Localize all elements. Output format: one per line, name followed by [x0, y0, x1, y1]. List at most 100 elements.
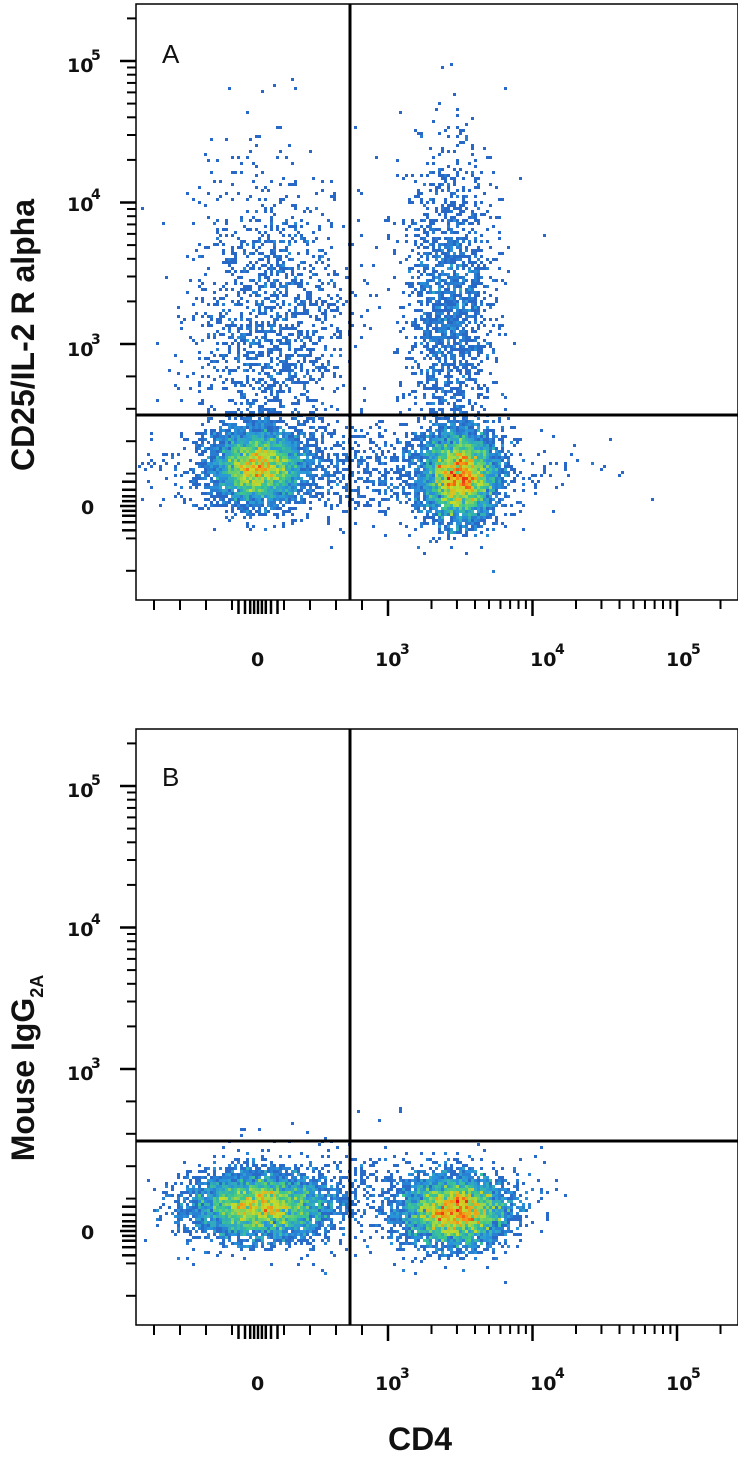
- density-cell: [426, 231, 429, 234]
- density-cell: [324, 504, 327, 507]
- density-cell: [381, 435, 384, 438]
- density-cell: [267, 351, 270, 354]
- density-cell: [354, 435, 357, 438]
- density-cell: [459, 474, 462, 477]
- density-cell: [441, 183, 444, 186]
- density-cell: [435, 240, 438, 243]
- density-cell: [180, 360, 183, 363]
- density-cell: [474, 204, 477, 207]
- density-cell: [549, 474, 552, 477]
- density-cell: [330, 486, 333, 489]
- density-cell: [219, 180, 222, 183]
- density-cell: [414, 372, 417, 375]
- density-cell: [219, 498, 222, 501]
- density-cell: [321, 375, 324, 378]
- density-cell: [405, 321, 408, 324]
- density-cell: [330, 447, 333, 450]
- density-cell: [219, 240, 222, 243]
- density-cell: [462, 498, 465, 501]
- density-cell: [486, 450, 489, 453]
- density-cell: [276, 318, 279, 321]
- density-cell: [225, 288, 228, 291]
- density-cell: [438, 297, 441, 300]
- density-cell: [303, 432, 306, 435]
- density-cell: [252, 465, 255, 468]
- density-cell: [432, 306, 435, 309]
- density-cell: [297, 381, 300, 384]
- density-cell: [303, 447, 306, 450]
- density-cell: [222, 459, 225, 462]
- density-cell: [513, 480, 516, 483]
- density-cell: [474, 477, 477, 480]
- density-cell: [474, 366, 477, 369]
- density-cell: [261, 486, 264, 489]
- density-cell: [213, 462, 216, 465]
- density-cell: [450, 504, 453, 507]
- density-cell: [453, 444, 456, 447]
- density-cell: [480, 255, 483, 258]
- density-cell: [249, 420, 252, 423]
- density-cell: [489, 372, 492, 375]
- density-cell: [210, 477, 213, 480]
- density-cell: [327, 483, 330, 486]
- density-cell: [321, 474, 324, 477]
- density-cell: [264, 447, 267, 450]
- density-cell: [402, 423, 405, 426]
- density-cell: [405, 525, 408, 528]
- density-cell: [249, 426, 252, 429]
- density-cell: [417, 384, 420, 387]
- density-cell: [309, 459, 312, 462]
- density-cell: [420, 489, 423, 492]
- density-cell: [489, 474, 492, 477]
- density-cell: [258, 474, 261, 477]
- density-cell: [261, 429, 264, 432]
- density-cell: [468, 483, 471, 486]
- density-cell: [333, 273, 336, 276]
- density-cell: [243, 486, 246, 489]
- density-cell: [156, 399, 159, 402]
- density-cell: [357, 459, 360, 462]
- density-cell: [480, 249, 483, 252]
- density-cell: [357, 489, 360, 492]
- density-cell: [255, 471, 258, 474]
- density-cell: [486, 534, 489, 537]
- density-cell: [504, 525, 507, 528]
- density-cell: [321, 435, 324, 438]
- density-cell: [258, 273, 261, 276]
- density-cell: [306, 282, 309, 285]
- density-cell: [420, 447, 423, 450]
- density-cell: [462, 438, 465, 441]
- density-cell: [345, 276, 348, 279]
- density-cell: [252, 246, 255, 249]
- density-cell: [405, 435, 408, 438]
- density-cell: [294, 468, 297, 471]
- density-cell: [420, 444, 423, 447]
- density-cell: [471, 429, 474, 432]
- density-cell: [414, 360, 417, 363]
- density-cell: [243, 384, 246, 387]
- density-cell: [486, 453, 489, 456]
- density-cell: [333, 471, 336, 474]
- density-cell: [291, 447, 294, 450]
- density-cell: [405, 441, 408, 444]
- density-cell: [432, 384, 435, 387]
- density-cell: [234, 426, 237, 429]
- density-cell: [522, 504, 525, 507]
- density-cell: [447, 480, 450, 483]
- density-cell: [483, 432, 486, 435]
- density-cell: [462, 129, 465, 132]
- density-cell: [273, 324, 276, 327]
- density-cell: [303, 453, 306, 456]
- density-cell: [468, 462, 471, 465]
- density-cell: [462, 330, 465, 333]
- density-cell: [435, 429, 438, 432]
- density-cell: [429, 333, 432, 336]
- density-cell: [279, 291, 282, 294]
- density-cell: [324, 327, 327, 330]
- density-cell: [495, 300, 498, 303]
- density-cell: [330, 180, 333, 183]
- density-cell: [432, 423, 435, 426]
- density-cell: [501, 444, 504, 447]
- density-cell: [447, 522, 450, 525]
- density-cell: [459, 510, 462, 513]
